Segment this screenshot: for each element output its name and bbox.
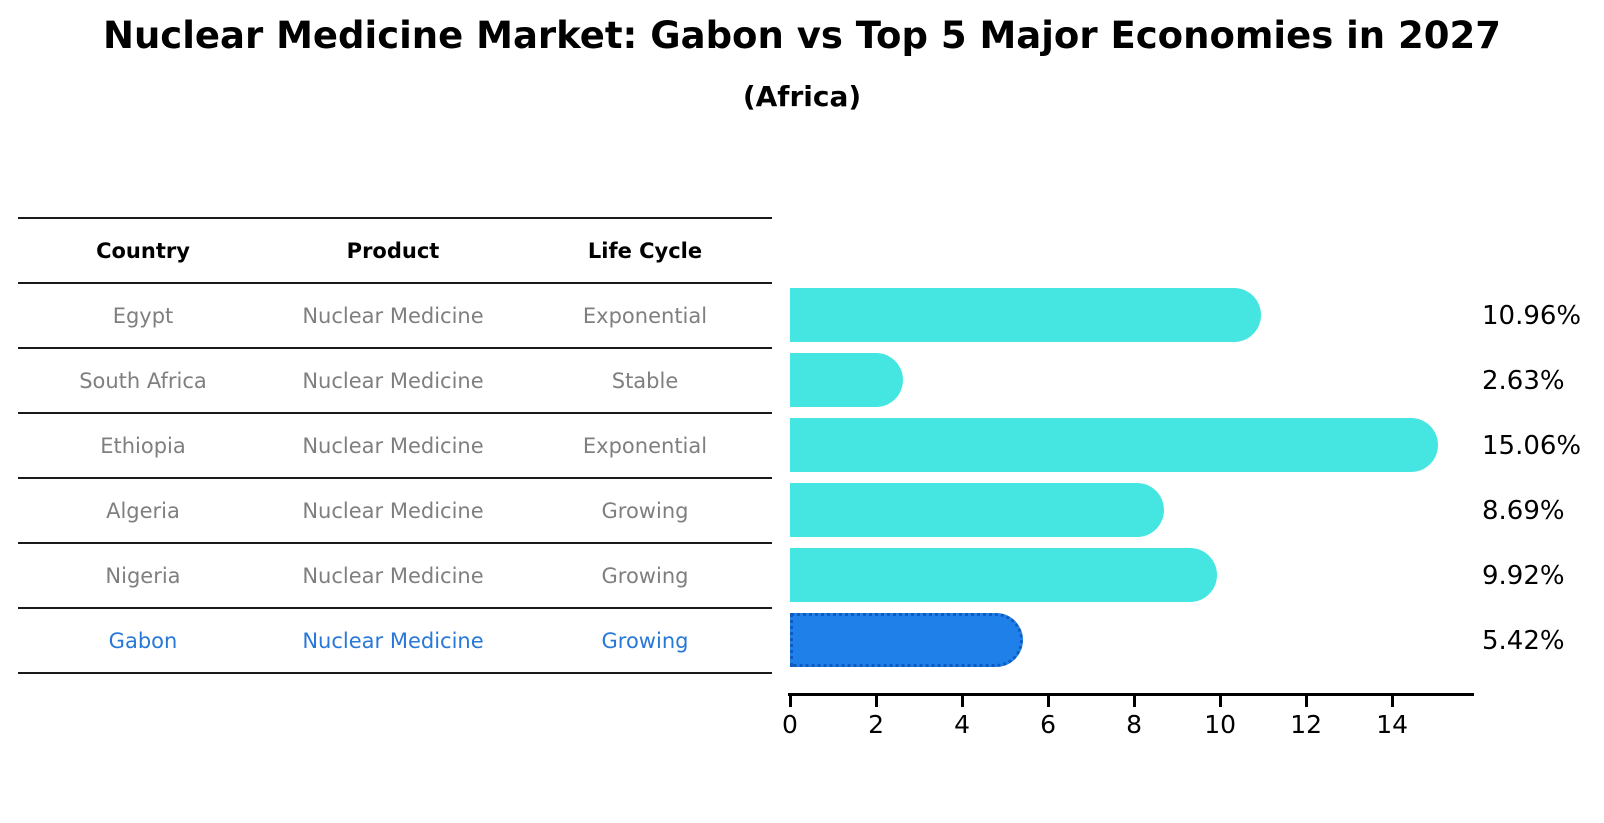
cell-life-cycle: Exponential	[582, 303, 708, 328]
table-divider-line	[18, 347, 772, 349]
bar-nigeria	[790, 548, 1217, 602]
cell-product: Nuclear Medicine	[302, 563, 484, 588]
table-divider-line	[18, 477, 772, 479]
bar-gabon	[790, 613, 1023, 667]
bar-value-label: 15.06%	[1482, 430, 1582, 461]
bar-value-label: 2.63%	[1482, 365, 1565, 396]
cell-country: Egypt	[112, 303, 174, 328]
table-divider-line	[18, 412, 772, 414]
chart-title: Nuclear Medicine Market: Gabon vs Top 5 …	[103, 14, 1501, 57]
cell-product: Nuclear Medicine	[302, 498, 484, 523]
x-axis-tick	[961, 696, 965, 707]
cell-country: Gabon	[108, 628, 178, 653]
x-axis-tick	[789, 696, 792, 707]
bar-ethiopia	[790, 418, 1438, 472]
bar-south-africa	[790, 353, 903, 407]
cell-life-cycle: Exponential	[582, 433, 708, 458]
bar-egypt	[790, 288, 1261, 342]
x-axis-tick-label: 6	[1040, 710, 1057, 739]
cell-life-cycle: Growing	[601, 498, 689, 523]
column-header-country: Country	[96, 238, 190, 263]
x-axis-tick-label: 12	[1290, 710, 1323, 739]
x-axis-tick	[1391, 696, 1395, 707]
x-axis-tick	[1305, 696, 1309, 707]
bar-value-label: 9.92%	[1482, 560, 1565, 591]
table-divider-line	[18, 607, 772, 609]
bar-value-label: 8.69%	[1482, 495, 1565, 526]
table-divider-line	[18, 282, 772, 284]
x-axis-tick	[1133, 696, 1137, 707]
x-axis-tick-label: 14	[1376, 710, 1409, 739]
table-row: Nigeria Nuclear Medicine Growing	[18, 543, 772, 608]
x-axis-tick	[1219, 696, 1223, 707]
x-axis-line	[788, 693, 1474, 696]
x-axis-tick-label: 10	[1204, 710, 1236, 739]
table-row: South Africa Nuclear Medicine Stable	[18, 348, 772, 413]
table-row: Ethiopia Nuclear Medicine Exponential	[18, 413, 772, 478]
column-header-life-cycle: Life Cycle	[587, 238, 703, 263]
bar-value-label: 5.42%	[1482, 625, 1565, 656]
cell-product: Nuclear Medicine	[302, 303, 484, 328]
cell-product: Nuclear Medicine	[302, 368, 484, 393]
cell-country: Nigeria	[105, 563, 181, 588]
bar-algeria	[790, 483, 1164, 537]
cell-life-cycle: Growing	[601, 563, 689, 588]
table-row: Egypt Nuclear Medicine Exponential	[18, 283, 772, 348]
cell-product: Nuclear Medicine	[302, 628, 484, 653]
cell-life-cycle: Stable	[611, 368, 679, 393]
cell-country: Algeria	[106, 498, 180, 523]
table-divider-line	[18, 217, 772, 219]
cell-country: Ethiopia	[100, 433, 186, 458]
table-header-row: Country Product Life Cycle	[18, 218, 772, 283]
x-axis-tick	[875, 696, 879, 707]
cell-country: South Africa	[79, 368, 207, 393]
cell-product: Nuclear Medicine	[302, 433, 484, 458]
column-header-product: Product	[346, 238, 440, 263]
x-axis-tick-label: 2	[868, 710, 884, 739]
x-axis-tick-label: 4	[954, 710, 970, 739]
table-row: Gabon Nuclear Medicine Growing	[18, 608, 772, 673]
bar-value-label: 10.96%	[1482, 300, 1582, 331]
x-axis-tick-label: 8	[1126, 710, 1143, 739]
table-divider-line	[18, 672, 772, 674]
chart-subtitle: (Africa)	[742, 80, 862, 113]
x-axis-tick-label: 0	[782, 710, 798, 739]
table-row: Algeria Nuclear Medicine Growing	[18, 478, 772, 543]
x-axis-tick	[1047, 696, 1051, 707]
table-divider-line	[18, 542, 772, 544]
cell-life-cycle: Growing	[601, 628, 689, 653]
